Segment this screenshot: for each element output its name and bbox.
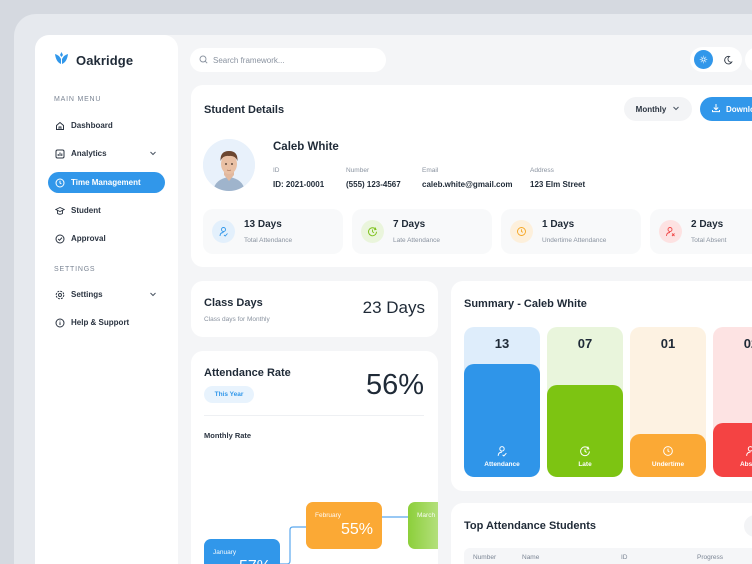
logo[interactable]: Oakridge <box>54 51 133 70</box>
main-menu-label: MAIN MENU <box>54 96 102 103</box>
settings-label: SETTINGS <box>54 266 96 273</box>
top-attendance-card: Top Attendance Students Number Name ID P… <box>451 503 752 564</box>
month-card-january[interactable]: January 57% <box>204 539 280 564</box>
info-address: Address 123 Elm Street <box>530 167 586 189</box>
home-icon <box>55 121 65 131</box>
summary-title: Summary - Caleb White <box>464 298 587 310</box>
moon-icon[interactable] <box>719 51 736 68</box>
search-input[interactable]: Search framework... <box>190 48 386 72</box>
user-check-icon <box>464 445 540 457</box>
sun-icon[interactable] <box>694 50 713 69</box>
download-icon <box>711 103 721 115</box>
period-select[interactable]: Monthly <box>624 97 692 121</box>
chevron-down-icon <box>149 290 157 300</box>
column-number: Number <box>473 554 497 561</box>
sidebar-item-analytics[interactable]: Analytics <box>48 143 165 164</box>
sidebar-item-student[interactable]: Student <box>48 200 165 221</box>
late-clock-icon <box>361 220 384 243</box>
attendance-rate-value: 56% <box>365 369 424 401</box>
sidebar-item-label: Help & Support <box>71 318 130 327</box>
sidebar-item-settings[interactable]: Settings <box>48 284 165 305</box>
sidebar-item-label: Dashboard <box>71 121 113 130</box>
sidebar-item-label: Analytics <box>71 149 107 158</box>
search-icon <box>199 55 208 66</box>
stat-late-attendance: 7 Days Late Attendance <box>352 209 492 254</box>
analytics-icon <box>55 149 65 159</box>
info-id: ID ID: 2021-0001 <box>273 167 325 189</box>
info-email: Email caleb.white@gmail.com <box>422 167 513 189</box>
monthly-rate-label: Monthly Rate <box>204 431 252 440</box>
download-label: Download <box>726 104 752 114</box>
clock-icon <box>630 445 706 457</box>
sidebar-item-label: Settings <box>71 290 103 299</box>
attendance-rate-title: Attendance Rate <box>204 367 291 379</box>
summary-column-absent: 02 Absent <box>713 327 752 477</box>
stat-undertime-attendance: 1 Days Undertime Attendance <box>501 209 641 254</box>
user-check-icon <box>212 220 235 243</box>
avatar <box>203 139 255 191</box>
class-days-value: 23 Days <box>362 298 425 317</box>
stat-total-attendance: 13 Days Total Attendance <box>203 209 343 254</box>
sidebar-item-approval[interactable]: Approval <box>48 228 165 249</box>
user-x-icon <box>659 220 682 243</box>
class-days-subtitle: Class days for Monthly <box>204 316 270 323</box>
sidebar-item-help-support[interactable]: Help & Support <box>48 312 165 333</box>
check-circle-icon <box>55 234 65 244</box>
clock-icon <box>55 178 65 188</box>
month-card-march[interactable]: March <box>408 502 438 549</box>
top-attendance-filter-button[interactable] <box>744 515 752 537</box>
student-details-title: Student Details <box>204 104 285 116</box>
divider <box>204 415 424 416</box>
theme-toggle[interactable] <box>690 47 742 72</box>
period-select-value: Monthly <box>635 104 667 114</box>
class-days-title: Class Days <box>204 297 263 309</box>
late-clock-icon <box>547 445 623 457</box>
month-card-february[interactable]: February 55% <box>306 502 382 549</box>
attendance-rate-card: Attendance Rate This Year 56% Monthly Ra… <box>191 351 438 564</box>
sidebar-item-label: Student <box>71 206 101 215</box>
summary-card: Summary - Caleb White 13 Attendance 07 L… <box>451 281 752 491</box>
info-number: Number (555) 123-4567 <box>346 167 401 189</box>
download-button[interactable]: Download <box>700 97 752 121</box>
class-days-card: Class Days Class days for Monthly 23 Day… <box>191 281 438 337</box>
column-id: ID <box>621 554 628 561</box>
top-attendance-title: Top Attendance Students <box>464 520 596 532</box>
graduation-cap-icon <box>55 206 65 216</box>
column-name: Name <box>522 554 540 561</box>
sidebar-item-dashboard[interactable]: Dashboard <box>48 115 165 136</box>
sidebar-item-label: Time Management <box>71 178 141 187</box>
summary-column-attendance: 13 Attendance <box>464 327 540 477</box>
table-header: Number Name ID Progress <box>464 548 752 564</box>
chevron-down-icon <box>672 104 680 114</box>
app-window: Oakridge MAIN MENU Dashboard Analytics T… <box>35 35 752 564</box>
summary-column-undertime: 01 Undertime <box>630 327 706 477</box>
chevron-down-icon <box>149 149 157 159</box>
student-details-card: Student Details Monthly Download Caleb W… <box>191 85 752 267</box>
sidebar-item-time-management[interactable]: Time Management <box>48 172 165 193</box>
sidebar: Oakridge MAIN MENU Dashboard Analytics T… <box>35 35 178 564</box>
student-name: Caleb White <box>273 141 339 153</box>
gear-icon <box>55 290 65 300</box>
notification-button[interactable] <box>745 47 752 72</box>
user-x-icon <box>713 445 752 457</box>
column-progress: Progress <box>697 554 724 561</box>
app-name: Oakridge <box>76 53 134 68</box>
sidebar-item-label: Approval <box>71 234 106 243</box>
search-placeholder: Search framework... <box>213 55 285 65</box>
info-icon <box>55 318 65 328</box>
this-year-badge[interactable]: This Year <box>204 386 254 403</box>
summary-column-late: 07 Late <box>547 327 623 477</box>
clock-icon <box>510 220 533 243</box>
logo-icon <box>54 51 69 70</box>
stat-total-absent: 2 Days Total Absent <box>650 209 752 254</box>
